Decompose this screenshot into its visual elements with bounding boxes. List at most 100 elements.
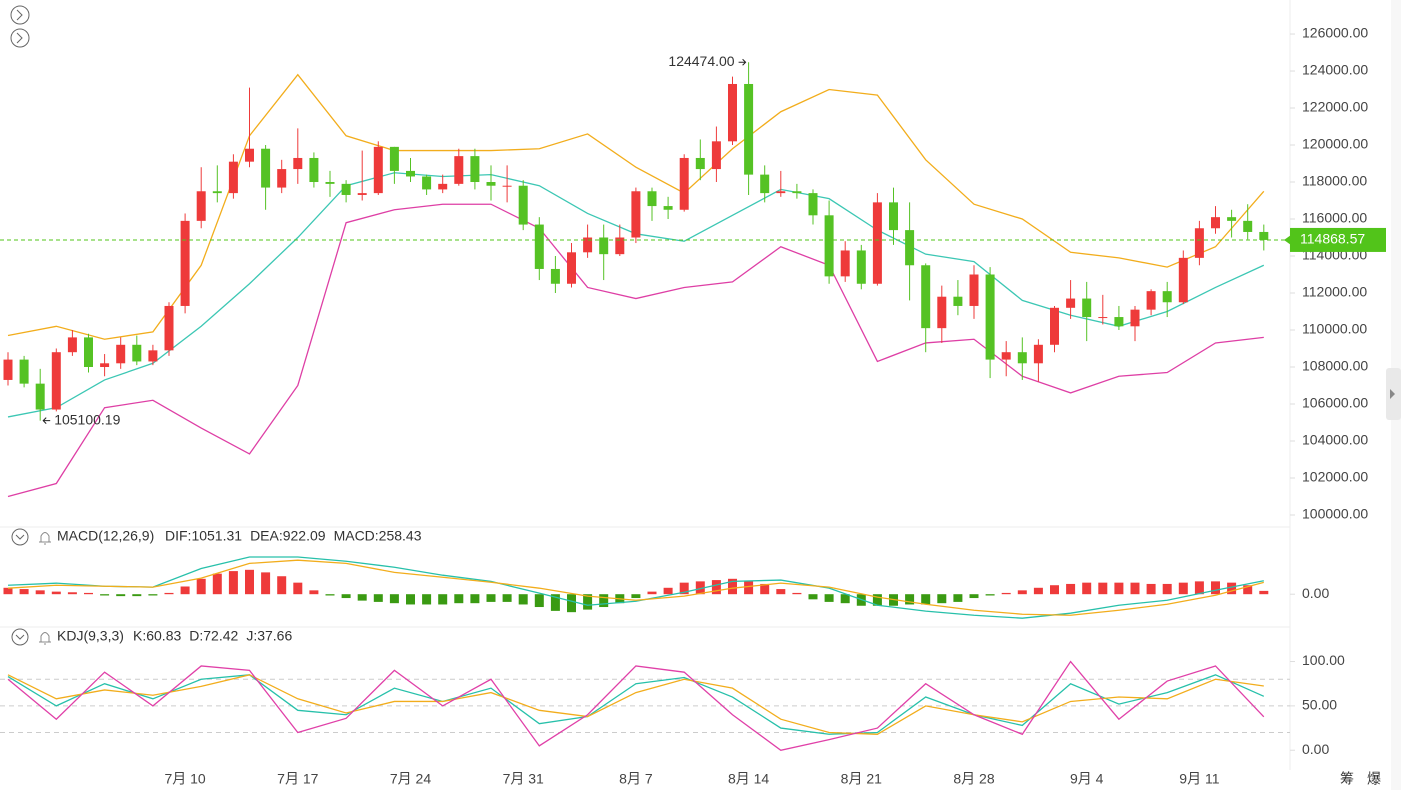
kdj-line bbox=[7, 674, 1264, 735]
macd-bar bbox=[679, 582, 689, 595]
macd-bar bbox=[212, 573, 222, 595]
macd-bar bbox=[744, 581, 754, 595]
button-circle[interactable] bbox=[11, 528, 29, 546]
macd-bar bbox=[1243, 585, 1253, 595]
macd-bar bbox=[148, 594, 158, 596]
candle-body bbox=[1146, 291, 1156, 310]
candle-body bbox=[856, 250, 866, 284]
macd-bar bbox=[1227, 582, 1237, 595]
candle-body bbox=[808, 193, 818, 216]
side-arrow[interactable] bbox=[1390, 389, 1395, 399]
bollinger-band bbox=[7, 73, 1265, 340]
candle-body bbox=[325, 182, 335, 184]
macd-bar bbox=[985, 594, 995, 596]
x-tick-label: 7月 31 bbox=[503, 771, 544, 787]
y-tick-label: 102000.00 bbox=[1302, 469, 1368, 485]
macd-bar bbox=[567, 594, 576, 613]
candle-body bbox=[1098, 317, 1108, 319]
macd-bar bbox=[599, 594, 609, 608]
candle-body bbox=[937, 296, 947, 329]
macd-bar bbox=[840, 594, 850, 604]
chevron[interactable] bbox=[15, 634, 25, 640]
macd-bar bbox=[325, 594, 335, 596]
macd-bar bbox=[905, 594, 915, 605]
kdj-line bbox=[7, 660, 1265, 751]
candle-body bbox=[921, 265, 931, 329]
candle-body bbox=[647, 191, 657, 207]
x-tick-label: 8月 28 bbox=[953, 771, 994, 787]
candle-body bbox=[583, 237, 593, 253]
corner-button[interactable]: 爆 bbox=[1367, 771, 1381, 787]
candle-body bbox=[728, 83, 737, 142]
candle-body bbox=[567, 252, 576, 284]
macd-bar bbox=[808, 594, 818, 600]
panel-title: KDJ(9,3,3) bbox=[57, 628, 124, 644]
legend-entry: J:37.66 bbox=[246, 628, 292, 644]
macd-bar bbox=[1114, 582, 1124, 595]
macd-bar bbox=[824, 594, 834, 602]
macd-bar bbox=[438, 594, 448, 605]
kdj-toggle[interactable] bbox=[11, 628, 51, 646]
candle-body bbox=[711, 141, 721, 170]
corner-button[interactable]: 筹 bbox=[1340, 771, 1354, 787]
kdj-line bbox=[7, 674, 1265, 735]
macd-bar bbox=[341, 594, 351, 599]
macd-bar bbox=[309, 590, 319, 595]
macd-bar bbox=[1098, 582, 1108, 595]
candle-body bbox=[454, 156, 464, 184]
macd-bar bbox=[502, 594, 512, 602]
candle-body bbox=[905, 230, 915, 266]
macd-bar bbox=[534, 594, 544, 608]
candle-body bbox=[1227, 217, 1237, 221]
candle-body bbox=[164, 305, 174, 351]
panel-title: MACD(12,26,9) bbox=[57, 528, 154, 544]
chevron[interactable] bbox=[16, 32, 23, 44]
candle-body bbox=[840, 250, 850, 277]
macd-bar bbox=[1130, 582, 1140, 595]
macd-bar bbox=[728, 578, 737, 595]
macd-bar bbox=[1146, 583, 1156, 595]
button-circle[interactable] bbox=[11, 628, 29, 646]
chevron[interactable] bbox=[15, 534, 25, 540]
candle-body bbox=[534, 224, 544, 269]
candle-body bbox=[679, 157, 689, 210]
macd-bar bbox=[406, 594, 415, 605]
candle-body bbox=[1114, 317, 1124, 327]
macd-bar bbox=[937, 594, 947, 604]
macd-toggle[interactable] bbox=[11, 528, 51, 546]
collapse-button[interactable] bbox=[10, 5, 30, 25]
macd-bar bbox=[1194, 581, 1204, 595]
candle-body bbox=[470, 156, 480, 183]
macd-bar bbox=[3, 587, 13, 595]
candle-body bbox=[1130, 309, 1140, 327]
candle-body bbox=[889, 202, 898, 231]
expand-button[interactable] bbox=[10, 28, 30, 48]
bell-icon[interactable] bbox=[39, 532, 51, 545]
macd-bar bbox=[663, 587, 673, 595]
macd-bar bbox=[711, 580, 721, 595]
macd-bar bbox=[1017, 590, 1027, 595]
macd-bar bbox=[760, 583, 770, 595]
candle-body bbox=[100, 363, 110, 367]
candle-body bbox=[293, 157, 303, 170]
macd-bar bbox=[35, 590, 45, 595]
bell-icon[interactable] bbox=[39, 632, 51, 645]
macd-bar bbox=[228, 571, 238, 595]
button-circle[interactable] bbox=[10, 28, 30, 48]
chevron[interactable] bbox=[16, 9, 23, 21]
candle-body bbox=[228, 161, 238, 194]
candle-body bbox=[486, 182, 496, 186]
candle-body bbox=[357, 193, 367, 195]
macd-bar bbox=[19, 589, 29, 595]
button-circle[interactable] bbox=[10, 5, 30, 25]
candle-body bbox=[502, 185, 512, 187]
candle-body bbox=[84, 337, 93, 367]
macd-bar bbox=[1001, 592, 1011, 595]
legend-entry: K:60.83 bbox=[133, 628, 181, 644]
candle-body bbox=[406, 170, 415, 177]
x-tick-label: 8月 7 bbox=[619, 771, 653, 787]
x-tick-label: 8月 14 bbox=[728, 771, 769, 787]
candle-body bbox=[212, 191, 222, 194]
x-tick-label: 8月 21 bbox=[841, 771, 882, 787]
y-tick-label: 0.00 bbox=[1302, 741, 1329, 757]
